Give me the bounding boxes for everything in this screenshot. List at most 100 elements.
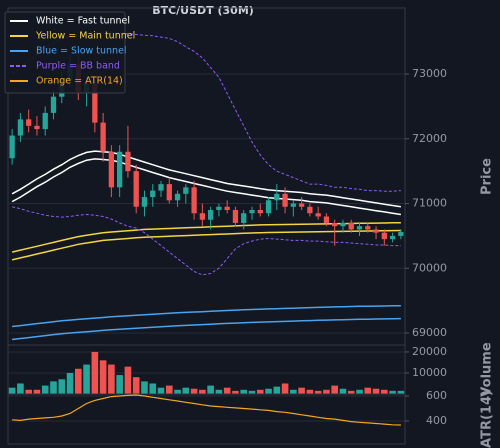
volume-bar bbox=[132, 377, 140, 394]
legend-label: Orange = ATR(14) bbox=[36, 76, 123, 87]
volume-bar bbox=[314, 390, 322, 394]
candle-body bbox=[348, 222, 354, 230]
volume-bar bbox=[339, 388, 347, 394]
candle-body bbox=[100, 122, 106, 152]
volume-bar bbox=[298, 387, 305, 394]
y-tick-label: 10000 bbox=[412, 366, 447, 379]
volume-bar bbox=[290, 389, 297, 394]
legend-label: Blue = Slow tunnel bbox=[36, 46, 127, 57]
volume-bar bbox=[389, 390, 396, 394]
candle-body bbox=[108, 151, 115, 188]
candle-body bbox=[265, 200, 272, 214]
candle-body bbox=[17, 119, 24, 136]
candle-body bbox=[191, 187, 197, 214]
candle-body bbox=[241, 213, 247, 223]
volume-bar bbox=[83, 364, 90, 394]
legend-box bbox=[4, 11, 126, 94]
volume-bar bbox=[182, 387, 190, 394]
volume-bar bbox=[149, 383, 157, 394]
volume-bar bbox=[323, 389, 330, 394]
candle-body bbox=[373, 229, 379, 233]
candle-body bbox=[315, 213, 321, 217]
volume-bar bbox=[331, 385, 339, 394]
candle-body bbox=[92, 83, 98, 123]
band-line bbox=[12, 304, 401, 328]
band-line bbox=[12, 317, 401, 341]
candle-body bbox=[125, 151, 131, 172]
volume-bar bbox=[372, 388, 380, 394]
volume-bar bbox=[50, 381, 57, 394]
y-tick-label: 70000 bbox=[412, 261, 447, 274]
candle-body bbox=[332, 222, 338, 227]
candle-body bbox=[117, 151, 123, 188]
volume-bar bbox=[306, 389, 314, 394]
candle-body bbox=[365, 226, 371, 230]
y-axis-label: Volume bbox=[480, 342, 495, 397]
volume-bar bbox=[99, 360, 107, 394]
band-line bbox=[11, 206, 401, 276]
volume-bar bbox=[256, 389, 264, 394]
candle-body bbox=[207, 210, 214, 220]
volume-bar bbox=[347, 390, 355, 394]
candle-body bbox=[50, 96, 57, 113]
volume-bar bbox=[58, 379, 66, 394]
y-tick-label: 600 bbox=[426, 389, 447, 402]
candle-body bbox=[307, 206, 313, 214]
volume-bar bbox=[190, 388, 198, 394]
y-axis-label: Price bbox=[480, 158, 495, 195]
candle-body bbox=[199, 213, 206, 220]
panel-frame bbox=[7, 393, 406, 445]
volume-bar bbox=[174, 389, 181, 394]
y-tick-label: 71000 bbox=[412, 197, 447, 210]
legend-label: Purple = BB band bbox=[36, 61, 120, 72]
volume-bar bbox=[381, 389, 388, 394]
volume-bar bbox=[8, 387, 16, 394]
legend: White = Fast tunnel Yellow = Main tunnel B… bbox=[4, 11, 135, 94]
y-tick-label: 400 bbox=[426, 414, 447, 427]
candle-body bbox=[257, 210, 263, 214]
band-line bbox=[11, 150, 402, 208]
candle-body bbox=[174, 193, 181, 201]
volume-bar bbox=[17, 383, 24, 394]
volume-bar bbox=[116, 375, 123, 394]
candle-body bbox=[158, 184, 164, 191]
candle-body bbox=[381, 232, 387, 240]
volume-bar bbox=[124, 366, 132, 394]
volume-bar bbox=[273, 386, 281, 394]
candle-body bbox=[282, 193, 288, 207]
candle-body bbox=[216, 206, 222, 211]
candle-body bbox=[9, 135, 15, 159]
candle-body bbox=[133, 171, 139, 207]
volume-bar bbox=[240, 389, 248, 394]
candle-body bbox=[183, 187, 189, 194]
y-tick-label: 73000 bbox=[412, 67, 447, 80]
volume-bar bbox=[141, 381, 148, 394]
band-line bbox=[11, 158, 402, 216]
candle-body bbox=[389, 235, 396, 240]
candle-body bbox=[232, 210, 239, 223]
volume-bar bbox=[223, 387, 231, 394]
volume-bar bbox=[356, 389, 363, 394]
volume-bar bbox=[108, 364, 115, 394]
volume-bar bbox=[232, 390, 239, 394]
line bbox=[12, 394, 401, 426]
volume-bar bbox=[25, 389, 32, 394]
volume-bar bbox=[41, 385, 49, 394]
volume-bar bbox=[397, 390, 405, 394]
candle-body bbox=[274, 193, 280, 201]
volume-bar bbox=[265, 388, 272, 394]
candle-body bbox=[42, 112, 48, 130]
volume-bar bbox=[281, 383, 289, 394]
candle-body bbox=[150, 190, 156, 198]
chart-title: BTC/USDT (30M) bbox=[152, 4, 254, 17]
volume-bar bbox=[91, 351, 99, 394]
candle-body bbox=[141, 197, 148, 207]
volume-bar bbox=[199, 389, 206, 394]
volume-bar bbox=[157, 387, 165, 394]
volume-bar bbox=[248, 390, 256, 394]
y-tick-label: 20000 bbox=[412, 345, 447, 358]
legend-label: Yellow = Main tunnel bbox=[35, 31, 135, 42]
candle-body bbox=[26, 119, 32, 126]
volume-bar bbox=[165, 385, 173, 394]
